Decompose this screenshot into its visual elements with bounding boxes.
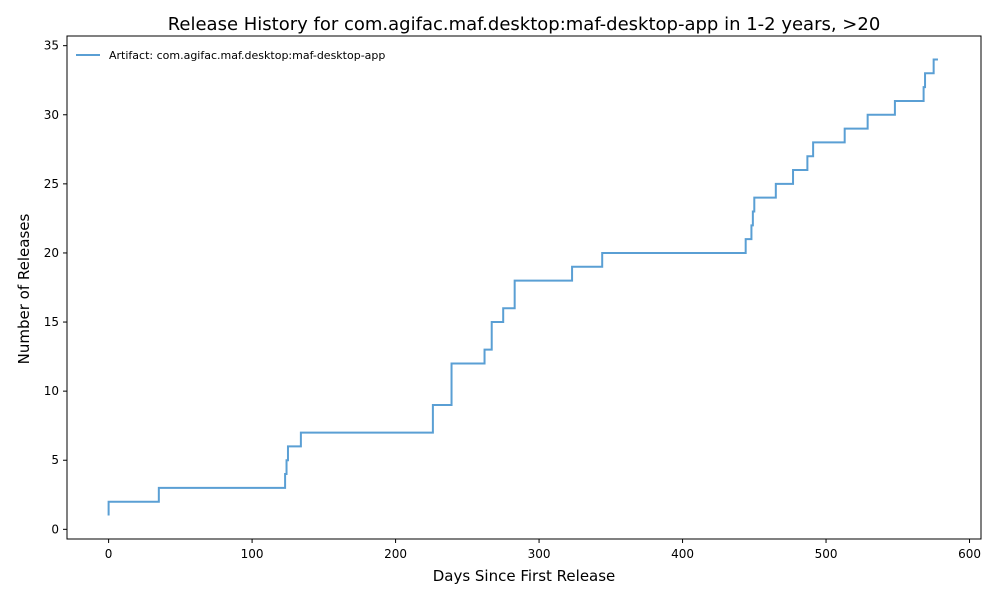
y-tick-label: 10 [44,384,59,398]
x-tick-label: 0 [105,547,113,561]
series-line-0 [107,58,938,516]
y-tick-label: 5 [51,453,59,467]
x-tick-label: 500 [815,547,838,561]
y-axis: 0 5 10 15 20 25 30 35 [44,39,67,536]
plot-frame [66,35,982,540]
legend-label: Artifact: com.agifac.maf.desktop:maf-des… [109,49,385,62]
x-tick-label: 400 [671,547,694,561]
y-tick-label: 20 [44,246,59,260]
x-tick-label: 600 [958,547,981,561]
legend: Artifact: com.agifac.maf.desktop:maf-des… [76,49,385,62]
y-axis-label: Number of Releases [15,213,33,364]
y-tick-label: 25 [44,177,59,191]
chart-title: Release History for com.agifac.maf.deskt… [168,14,881,35]
x-axis: 0 100 200 300 400 500 600 [105,539,981,561]
y-tick-label: 30 [44,108,59,122]
x-axis-label: Days Since First Release [433,567,616,585]
x-tick-label: 200 [384,547,407,561]
plot-area [107,58,938,516]
y-tick-label: 15 [44,315,59,329]
x-tick-label: 100 [241,547,264,561]
y-tick-label: 35 [44,39,59,53]
y-tick-label: 0 [51,522,59,536]
x-tick-label: 300 [528,547,551,561]
